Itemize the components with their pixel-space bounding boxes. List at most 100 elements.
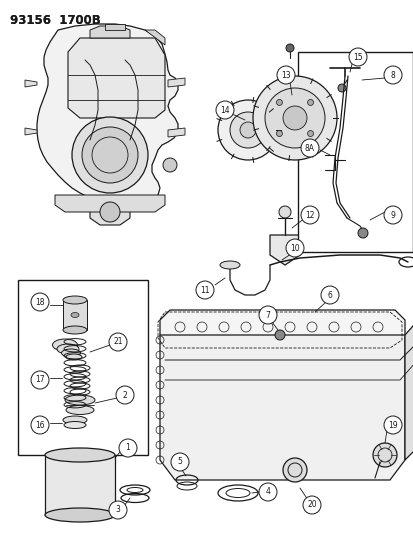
Circle shape <box>163 158 177 172</box>
Circle shape <box>195 281 214 299</box>
Ellipse shape <box>62 349 80 357</box>
Bar <box>63 300 87 330</box>
Circle shape <box>282 458 306 482</box>
Text: 4: 4 <box>265 488 270 497</box>
Circle shape <box>240 122 255 138</box>
Ellipse shape <box>219 261 240 269</box>
Circle shape <box>285 44 293 52</box>
Circle shape <box>348 48 366 66</box>
Circle shape <box>259 483 276 501</box>
Polygon shape <box>168 128 185 137</box>
Circle shape <box>116 386 134 404</box>
Circle shape <box>72 117 147 193</box>
Text: 19: 19 <box>387 421 397 430</box>
Polygon shape <box>25 128 37 135</box>
Polygon shape <box>55 195 165 212</box>
Ellipse shape <box>45 448 115 462</box>
Text: 8A: 8A <box>304 143 314 152</box>
Circle shape <box>100 202 120 222</box>
Polygon shape <box>404 318 413 460</box>
Bar <box>45 455 115 515</box>
Text: 93156  1700B: 93156 1700B <box>10 14 100 27</box>
Circle shape <box>282 106 306 130</box>
Polygon shape <box>145 30 165 45</box>
Ellipse shape <box>63 416 87 424</box>
Bar <box>18 280 147 455</box>
Circle shape <box>31 416 49 434</box>
Polygon shape <box>90 26 130 38</box>
Ellipse shape <box>63 296 87 304</box>
Ellipse shape <box>66 354 82 360</box>
Text: 2: 2 <box>122 391 127 400</box>
Circle shape <box>109 333 127 351</box>
Circle shape <box>337 84 345 92</box>
Polygon shape <box>25 80 37 87</box>
Circle shape <box>82 127 138 183</box>
Text: 1: 1 <box>125 443 130 453</box>
Text: 7: 7 <box>265 311 270 319</box>
Text: 18: 18 <box>35 297 45 306</box>
Circle shape <box>276 100 282 106</box>
Text: 14: 14 <box>220 106 229 115</box>
Circle shape <box>285 239 303 257</box>
Text: 20: 20 <box>306 500 316 510</box>
Circle shape <box>307 131 313 136</box>
Circle shape <box>171 453 189 471</box>
Polygon shape <box>37 24 178 207</box>
Text: 16: 16 <box>35 421 45 430</box>
Circle shape <box>109 501 127 519</box>
Bar <box>297 52 412 252</box>
Polygon shape <box>159 310 404 345</box>
Circle shape <box>300 206 318 224</box>
Circle shape <box>119 439 137 457</box>
Circle shape <box>230 112 266 148</box>
Circle shape <box>264 88 324 148</box>
Ellipse shape <box>71 312 79 318</box>
Text: 15: 15 <box>352 52 362 61</box>
Circle shape <box>320 286 338 304</box>
Polygon shape <box>269 235 299 265</box>
Circle shape <box>31 371 49 389</box>
Text: 12: 12 <box>304 211 314 220</box>
Text: 5: 5 <box>177 457 182 466</box>
Circle shape <box>372 443 396 467</box>
Text: 93156  1700B: 93156 1700B <box>10 14 100 27</box>
Circle shape <box>274 330 284 340</box>
Circle shape <box>216 101 233 119</box>
Circle shape <box>252 76 336 160</box>
Text: 21: 21 <box>113 337 122 346</box>
Circle shape <box>383 66 401 84</box>
Ellipse shape <box>45 508 115 522</box>
Text: 8: 8 <box>390 70 394 79</box>
Circle shape <box>276 66 294 84</box>
Circle shape <box>300 139 318 157</box>
Circle shape <box>302 496 320 514</box>
Polygon shape <box>90 200 130 225</box>
Text: 3: 3 <box>115 505 120 514</box>
Text: 13: 13 <box>280 70 290 79</box>
Ellipse shape <box>57 344 79 354</box>
Circle shape <box>218 100 277 160</box>
Circle shape <box>383 416 401 434</box>
Circle shape <box>307 100 313 106</box>
Polygon shape <box>168 78 185 87</box>
Circle shape <box>276 131 282 136</box>
Text: 11: 11 <box>200 286 209 295</box>
Circle shape <box>259 306 276 324</box>
Text: 17: 17 <box>35 376 45 384</box>
Ellipse shape <box>63 326 87 334</box>
Text: 9: 9 <box>389 211 394 220</box>
Ellipse shape <box>52 339 77 351</box>
Polygon shape <box>159 335 404 480</box>
Ellipse shape <box>66 406 94 415</box>
Ellipse shape <box>64 422 86 429</box>
Circle shape <box>31 293 49 311</box>
Text: 6: 6 <box>327 290 332 300</box>
Polygon shape <box>68 38 165 118</box>
Ellipse shape <box>65 395 95 405</box>
Circle shape <box>383 206 401 224</box>
Circle shape <box>357 228 367 238</box>
Text: 10: 10 <box>290 244 299 253</box>
Circle shape <box>278 206 290 218</box>
Polygon shape <box>105 24 125 30</box>
